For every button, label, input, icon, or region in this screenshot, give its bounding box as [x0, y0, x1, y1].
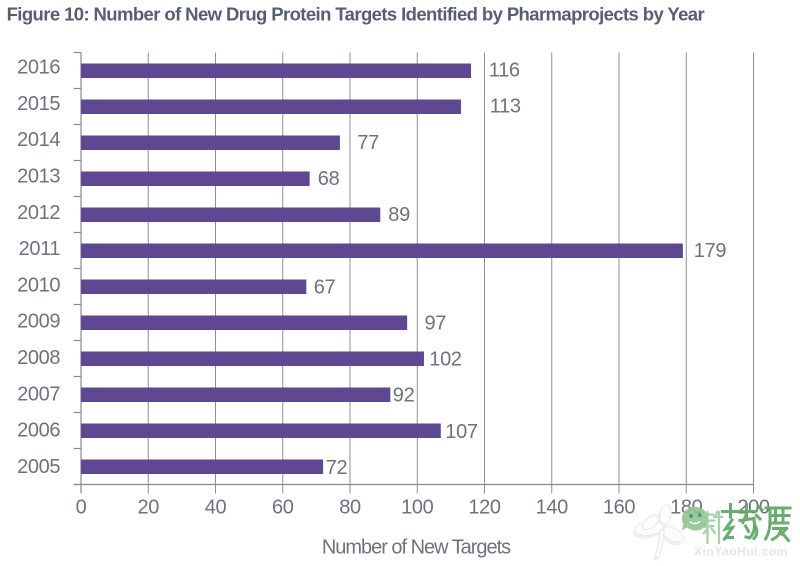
svg-text:140: 140 [536, 497, 569, 519]
svg-text:Figure 10: Number of New Drug: Figure 10: Number of New Drug Protein Ta… [7, 3, 705, 24]
svg-text:2005: 2005 [17, 456, 60, 478]
svg-text:Number of New Targets: Number of New Targets [322, 537, 511, 559]
svg-text:107: 107 [445, 421, 478, 443]
svg-text:2012: 2012 [17, 202, 60, 224]
svg-text:2011: 2011 [19, 238, 61, 260]
svg-text:97: 97 [425, 312, 447, 334]
svg-text:20: 20 [137, 497, 159, 519]
svg-text:XinYaoHui.com: XinYaoHui.com [695, 546, 789, 560]
svg-text:60: 60 [272, 497, 294, 519]
svg-text:102: 102 [429, 349, 462, 371]
svg-text:2007: 2007 [17, 383, 60, 405]
svg-text:2013: 2013 [17, 166, 60, 188]
svg-text:67: 67 [314, 276, 336, 298]
svg-text:92: 92 [393, 385, 415, 407]
svg-text:2008: 2008 [17, 347, 60, 369]
svg-text:68: 68 [318, 168, 340, 190]
svg-text:120: 120 [468, 497, 501, 519]
svg-text:2016: 2016 [17, 57, 60, 79]
svg-text:40: 40 [205, 497, 227, 519]
svg-text:160: 160 [603, 497, 636, 519]
svg-text:XinYaoHui.com: XinYaoHui.com [694, 545, 788, 559]
svg-text:2009: 2009 [17, 311, 60, 333]
svg-text:80: 80 [339, 497, 361, 519]
svg-text:2014: 2014 [17, 129, 60, 151]
svg-text:72: 72 [326, 457, 348, 479]
svg-text:2015: 2015 [17, 93, 60, 115]
svg-text:100: 100 [401, 497, 434, 519]
svg-text:179: 179 [694, 240, 727, 262]
svg-text:113: 113 [490, 96, 521, 118]
svg-text:116: 116 [489, 60, 520, 82]
svg-text:2010: 2010 [17, 274, 60, 296]
svg-text:77: 77 [357, 132, 379, 154]
svg-text:0: 0 [76, 497, 87, 519]
svg-text:2006: 2006 [17, 420, 60, 442]
svg-text:89: 89 [388, 204, 410, 226]
